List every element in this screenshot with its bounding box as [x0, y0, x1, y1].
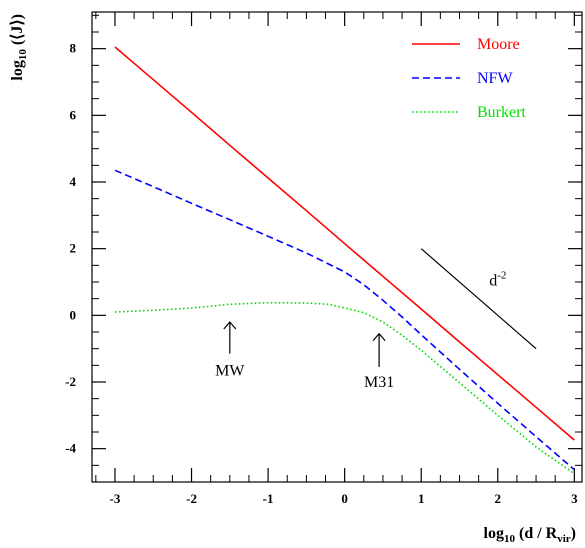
y-tick-label: 8 [70, 41, 77, 56]
plot-frame [91, 11, 583, 483]
y-tick-label: 4 [70, 174, 77, 189]
y-tick-label: 0 [70, 307, 77, 322]
annotation-superscript: -2 [497, 269, 506, 281]
x-axis-label: log10 (d / Rvir) [484, 525, 576, 545]
x-tick-label: -3 [110, 491, 121, 506]
x-tick-label: 0 [341, 491, 348, 506]
x-tick-label: 1 [418, 491, 425, 506]
x-tick-label: 2 [495, 491, 502, 506]
y-tick-label: 6 [70, 107, 77, 122]
y-tick-label: -4 [65, 441, 76, 456]
annotation-label-d: d-2 [489, 269, 506, 289]
series-line-nfw [114, 169, 575, 471]
annotation-arrowhead-m31 [372, 332, 386, 342]
annotation-label-mw: MW [215, 362, 245, 379]
series-line-burkert [114, 301, 575, 475]
series-line-moore [114, 46, 575, 441]
legend-label-burkert: Burkert [477, 104, 526, 121]
series-group [114, 46, 575, 475]
legend-label-moore: Moore [477, 36, 520, 53]
tick-labels: -3 -2 -1 0 1 2 3 -4 -2 0 2 4 6 8 [65, 41, 578, 506]
x-tick-label: 3 [571, 491, 578, 506]
legend: Moore NFW Burkert [412, 36, 526, 121]
annotations: MW M31 d-2 [215, 269, 506, 391]
series-line-slope-guide [420, 248, 537, 350]
y-axis-label: log10 (⟨J⟩) [9, 14, 29, 81]
x-tick-label: -1 [263, 491, 274, 506]
annotation-label-m31: M31 [364, 374, 394, 391]
y-tick-label: 2 [70, 241, 77, 256]
ticks [92, 12, 582, 483]
annotation-arrowhead-mw [223, 321, 237, 330]
x-tick-label: -2 [186, 491, 197, 506]
y-tick-label: -2 [65, 374, 76, 389]
legend-label-nfw: NFW [477, 70, 513, 87]
